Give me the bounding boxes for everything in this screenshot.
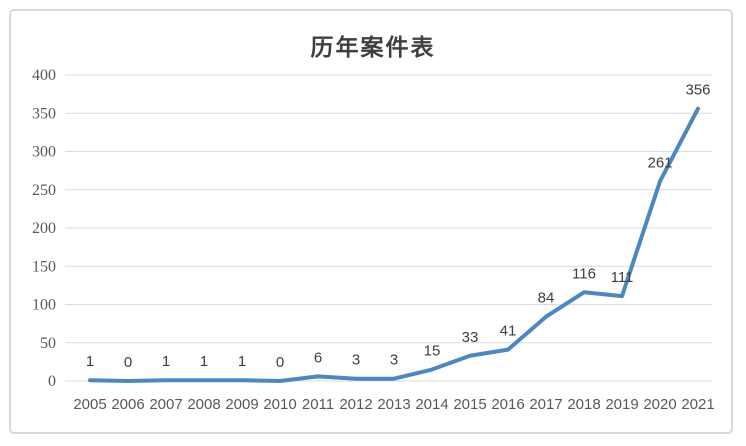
y-axis-tick-label: 250 bbox=[32, 182, 56, 199]
data-label: 6 bbox=[314, 349, 322, 366]
x-axis-tick-label: 2007 bbox=[149, 396, 182, 413]
x-axis-tick-label: 2012 bbox=[339, 396, 372, 413]
y-axis-tick-label: 50 bbox=[40, 335, 56, 352]
x-axis-tick-label: 2009 bbox=[225, 396, 258, 413]
x-axis-tick-label: 2016 bbox=[491, 396, 524, 413]
data-label: 15 bbox=[424, 343, 441, 360]
y-axis-tick-label: 150 bbox=[32, 258, 56, 275]
x-axis-tick-label: 2006 bbox=[111, 396, 144, 413]
data-label: 3 bbox=[352, 352, 360, 369]
data-label: 84 bbox=[538, 290, 555, 307]
data-label: 33 bbox=[462, 329, 479, 346]
data-label: 41 bbox=[500, 323, 517, 340]
data-label: 1 bbox=[238, 353, 246, 370]
data-label: 0 bbox=[124, 354, 132, 371]
data-label: 261 bbox=[647, 154, 672, 171]
x-axis-tick-label: 2020 bbox=[643, 396, 676, 413]
data-label: 116 bbox=[572, 265, 596, 282]
y-axis-tick-label: 100 bbox=[32, 297, 56, 314]
data-label: 0 bbox=[276, 354, 284, 371]
series-line bbox=[88, 106, 700, 383]
x-axis-tick-label: 2013 bbox=[377, 396, 410, 413]
x-axis-tick-label: 2014 bbox=[415, 396, 448, 413]
x-axis-tick-label: 2019 bbox=[605, 396, 638, 413]
data-label: 356 bbox=[685, 82, 710, 99]
chart-frame bbox=[9, 9, 733, 434]
x-axis-tick-label: 2011 bbox=[302, 396, 334, 413]
y-axis-tick-label: 0 bbox=[48, 373, 56, 390]
y-axis-tick-label: 350 bbox=[32, 105, 56, 122]
data-label: 1 bbox=[200, 353, 208, 370]
x-axis-tick-label: 2015 bbox=[453, 396, 486, 413]
chart-title: 历年案件表 bbox=[310, 35, 436, 60]
x-axis-tick-label: 2018 bbox=[567, 396, 600, 413]
y-axis-tick-label: 300 bbox=[32, 144, 56, 161]
x-axis-tick-label: 2017 bbox=[529, 396, 562, 413]
x-axis-tick-label: 2008 bbox=[187, 396, 220, 413]
data-label: 1 bbox=[86, 353, 94, 370]
x-axis-tick-label: 2021 bbox=[681, 396, 714, 413]
data-label: 3 bbox=[390, 352, 398, 369]
y-axis-tick-label: 200 bbox=[32, 220, 56, 237]
x-axis-tick-label: 2010 bbox=[263, 396, 296, 413]
x-axis-tick-label: 2005 bbox=[73, 396, 106, 413]
y-axis-tick-label: 400 bbox=[32, 67, 56, 84]
data-label: 111 bbox=[611, 269, 634, 286]
data-label: 1 bbox=[162, 353, 170, 370]
